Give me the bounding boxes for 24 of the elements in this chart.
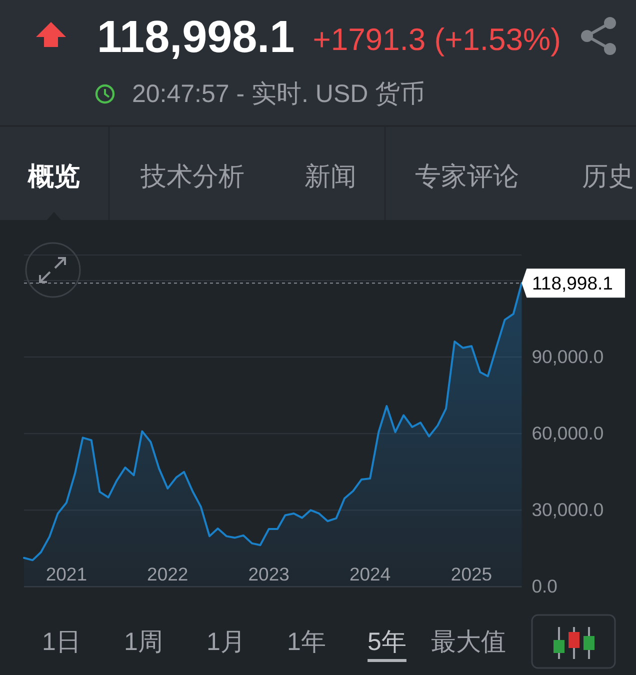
text: 新闻 [304,161,356,191]
x-tick-label: 2023 [248,563,290,584]
text: 1周 [124,628,163,656]
x-tick-label: 2025 [450,563,492,584]
x-tick-label: 2022 [147,563,188,584]
chart-title: 118,998.1 [97,11,295,62]
text: 历史 [582,161,634,191]
ref-line-label: 118,998.1 [532,272,613,294]
text: 1年 [287,628,326,656]
text: 1月 [206,628,246,656]
y-tick-label: 60,000.0 [532,422,604,444]
x-tick-label: 2021 [46,563,87,584]
text: 1日 [42,628,81,656]
x-tick-label: 2024 [349,563,391,584]
text: 概览 [27,161,80,191]
text: 技术分析 [140,161,244,191]
y-tick-label: 90,000.0 [532,346,604,367]
text: 最大值 [431,628,506,656]
text: 5年 [368,628,406,656]
y-tick-label: 30,000.0 [532,499,604,520]
text: 专家评论 [415,161,519,191]
y-tick-label: 0.0 [532,576,558,597]
text: 20:47:57 - 实时. USD 货币 [132,80,426,108]
chart-subtitle: +1791.3 (+1.53%) [312,22,561,57]
